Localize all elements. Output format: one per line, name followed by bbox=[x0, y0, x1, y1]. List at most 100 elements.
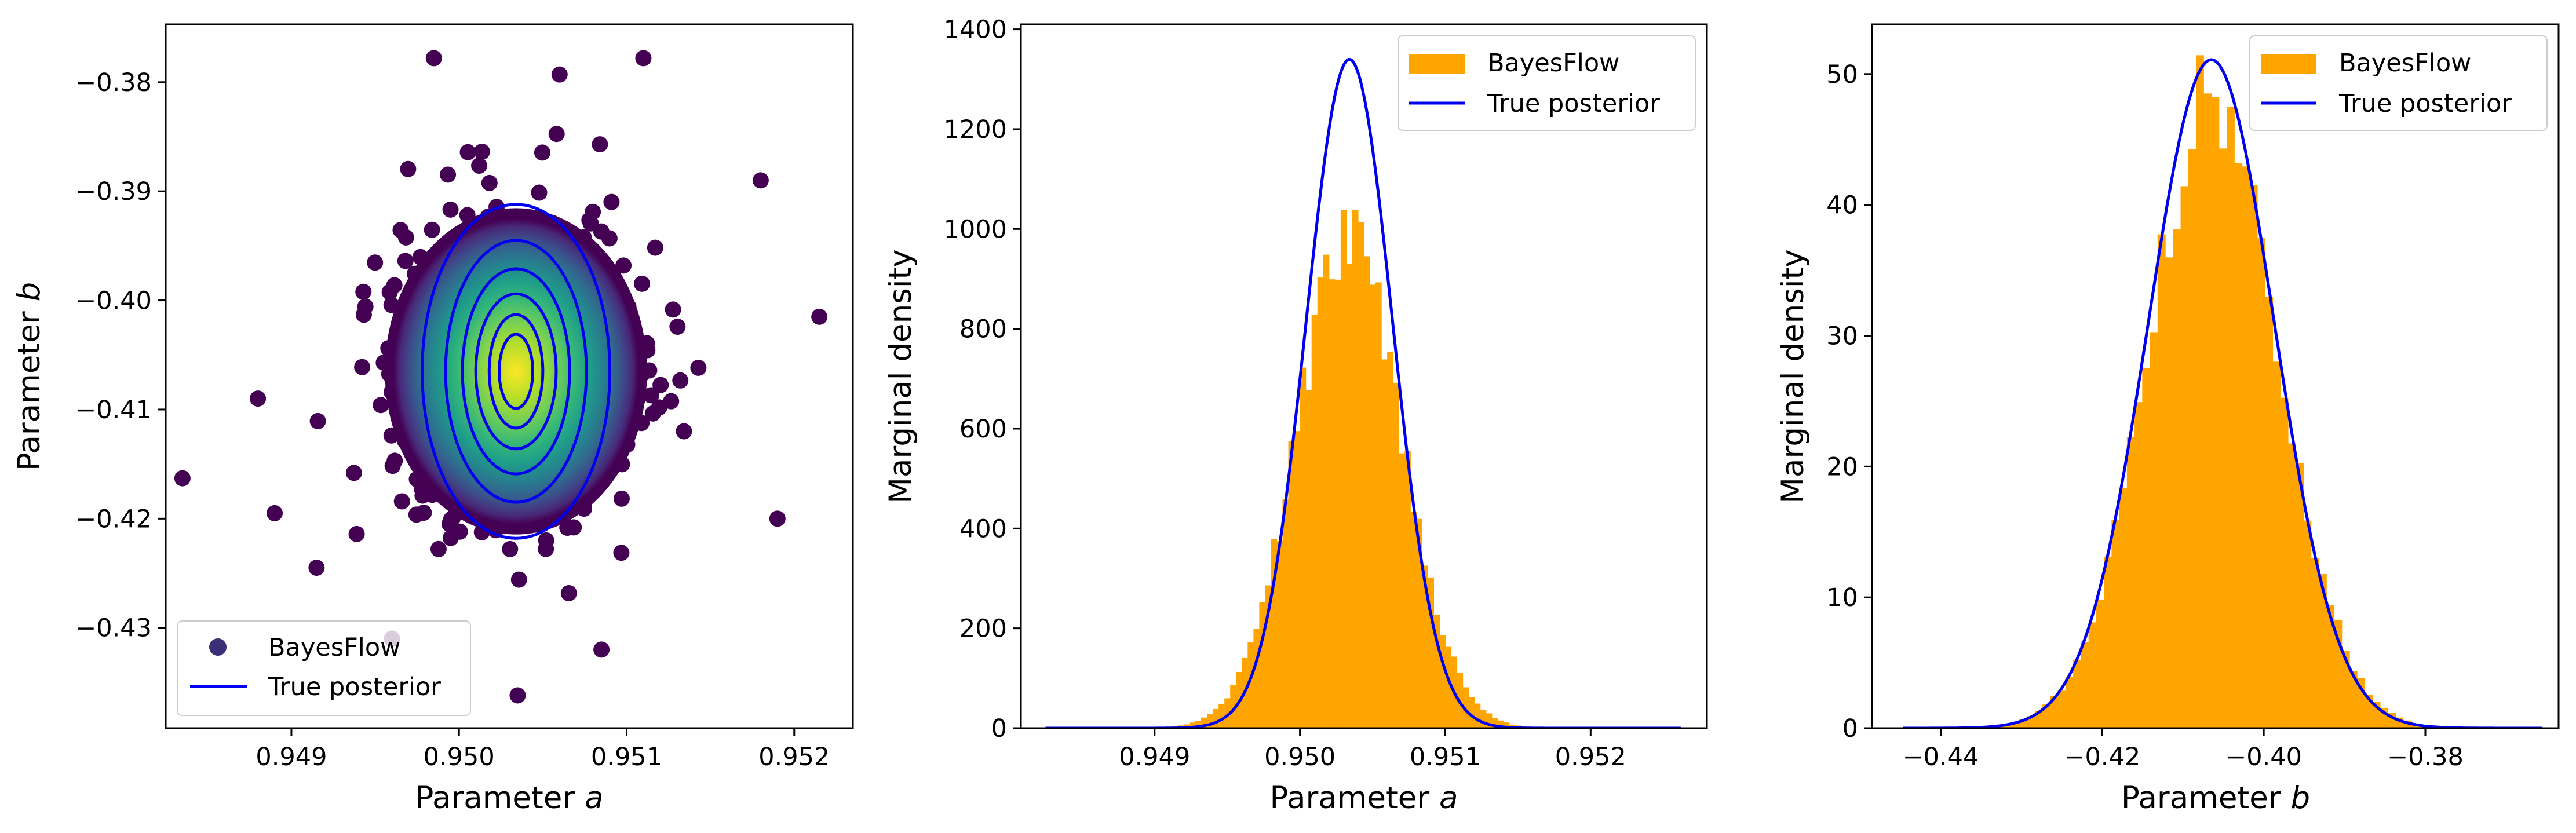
x-tick-label: −0.40 bbox=[2225, 743, 2302, 772]
y-tick-label: 0 bbox=[991, 714, 1007, 743]
scatter-point bbox=[769, 510, 786, 527]
y-tick-label: 50 bbox=[1826, 60, 1858, 89]
scatter-point bbox=[400, 160, 417, 177]
histogram-bar bbox=[2272, 361, 2281, 728]
histogram-bar bbox=[2050, 696, 2059, 728]
histogram-bar bbox=[1462, 687, 1469, 728]
x-tick-label: −0.38 bbox=[2387, 743, 2464, 772]
legend-label-true-posterior: True posterior bbox=[2338, 89, 2512, 118]
histogram-bar bbox=[1340, 210, 1347, 728]
histogram-bar bbox=[1189, 722, 1196, 728]
scatter-point bbox=[471, 158, 488, 174]
histogram-bar bbox=[2257, 238, 2265, 728]
scatter-legend-box bbox=[177, 620, 471, 716]
scatter-x-ticks: 0.949 0.950 0.951 0.952 bbox=[256, 728, 830, 772]
histogram-bar bbox=[2142, 368, 2151, 728]
y-tick-label: 400 bbox=[959, 514, 1007, 543]
scatter-point bbox=[582, 215, 599, 232]
histogram-bar bbox=[1422, 565, 1428, 728]
histogram-bar bbox=[1445, 646, 1452, 728]
scatter-point bbox=[393, 493, 410, 510]
histogram-bar bbox=[2180, 186, 2189, 728]
marginal-a-y-axis-label: Marginal density bbox=[883, 249, 918, 503]
histogram-bar bbox=[2318, 574, 2327, 728]
histogram-bar bbox=[2242, 166, 2250, 728]
y-tick-label: 200 bbox=[959, 615, 1007, 644]
histogram-bar bbox=[1410, 512, 1417, 728]
scatter-point bbox=[355, 283, 372, 300]
histogram-bar bbox=[1207, 714, 1213, 728]
scatter-point bbox=[309, 412, 326, 429]
histogram-bar bbox=[1195, 721, 1202, 728]
scatter-point bbox=[565, 519, 582, 536]
scatter-point bbox=[592, 136, 608, 153]
histogram-bar bbox=[2287, 443, 2296, 728]
scatter-point bbox=[647, 239, 663, 256]
scatter-point bbox=[250, 390, 267, 407]
scatter-point bbox=[308, 560, 325, 576]
scatter-point bbox=[442, 201, 459, 218]
marginal-b-panel: −0.44 −0.42 −0.40 −0.38 0 10 20 30 40 50 Paramet… bbox=[1775, 23, 2560, 816]
scatter-point bbox=[603, 193, 620, 210]
x-tick-label: 0.949 bbox=[256, 743, 327, 772]
x-tick-label: 0.951 bbox=[1410, 743, 1481, 772]
y-tick-label: −0.42 bbox=[75, 505, 152, 534]
scatter-point bbox=[367, 254, 384, 271]
scatter-axes-frame bbox=[165, 23, 854, 729]
legend-label-true-posterior: True posterior bbox=[1487, 89, 1660, 118]
x-tick-label: 0.951 bbox=[591, 743, 662, 772]
histogram-bar bbox=[1259, 602, 1266, 728]
true-posterior-contour bbox=[474, 292, 558, 451]
scatter-point bbox=[354, 359, 371, 375]
marginal-a-panel: 0.949 0.950 0.951 0.952 0 200 400 600 800 1000 12… bbox=[883, 16, 1708, 816]
histogram-bar bbox=[2165, 257, 2173, 728]
scatter-point bbox=[425, 50, 442, 67]
histogram-bar bbox=[1265, 585, 1272, 728]
marginal-a-true-posterior-curve bbox=[1045, 57, 1681, 728]
scatter-point bbox=[643, 387, 659, 404]
histogram-bar bbox=[1497, 720, 1504, 728]
scatter-point bbox=[386, 277, 403, 294]
marginal-a-legend: BayesFlow True posterior bbox=[1398, 35, 1696, 131]
scatter-dense-core bbox=[393, 218, 639, 524]
histogram-bar bbox=[1271, 539, 1278, 728]
scatter-point bbox=[397, 253, 414, 269]
histogram-bar bbox=[2073, 659, 2081, 728]
histogram-bar bbox=[1370, 284, 1376, 728]
scatter-point bbox=[615, 257, 632, 274]
x-tick-label: 0.952 bbox=[758, 743, 830, 772]
scatter-point bbox=[267, 505, 283, 521]
histogram-bar bbox=[1480, 710, 1487, 728]
true-posterior-contour bbox=[487, 313, 545, 430]
legend-patch-bayesflow bbox=[1409, 54, 1465, 74]
scatter-point bbox=[531, 184, 548, 201]
histogram-bar bbox=[2042, 704, 2051, 728]
true-posterior-contour bbox=[498, 333, 534, 410]
marginal-a-y-ticks: 0 200 400 600 800 1000 1200 1400 bbox=[944, 16, 1021, 743]
histogram-bar bbox=[1433, 614, 1440, 728]
true-posterior-contour bbox=[421, 203, 612, 540]
marginal-b-y-ticks: 0 10 20 30 40 50 bbox=[1826, 60, 1872, 743]
histogram-bar bbox=[2311, 558, 2319, 728]
histogram-bar bbox=[1323, 254, 1330, 728]
y-tick-label: −0.40 bbox=[75, 287, 152, 316]
scatter-point bbox=[665, 301, 681, 318]
histogram-bar bbox=[1213, 708, 1219, 728]
scatter-point bbox=[690, 359, 707, 376]
histogram-bar bbox=[2234, 163, 2243, 728]
histogram-bar bbox=[2249, 185, 2258, 728]
histogram-bar bbox=[1474, 703, 1481, 728]
scatter-point bbox=[669, 319, 686, 335]
histogram-bar bbox=[1346, 264, 1353, 728]
histogram-bar bbox=[1358, 222, 1364, 728]
histogram-bar bbox=[2111, 520, 2120, 728]
x-tick-label: −0.44 bbox=[1903, 743, 1979, 772]
histogram-bar bbox=[2004, 724, 2012, 728]
histogram-bar bbox=[1468, 697, 1475, 728]
histogram-bar bbox=[2057, 690, 2066, 728]
histogram-bar bbox=[2150, 332, 2158, 728]
marginal-b-x-ticks: −0.44 −0.42 −0.40 −0.38 bbox=[1903, 728, 2464, 772]
y-tick-label: −0.41 bbox=[75, 396, 152, 425]
histogram-bar bbox=[1428, 577, 1435, 728]
